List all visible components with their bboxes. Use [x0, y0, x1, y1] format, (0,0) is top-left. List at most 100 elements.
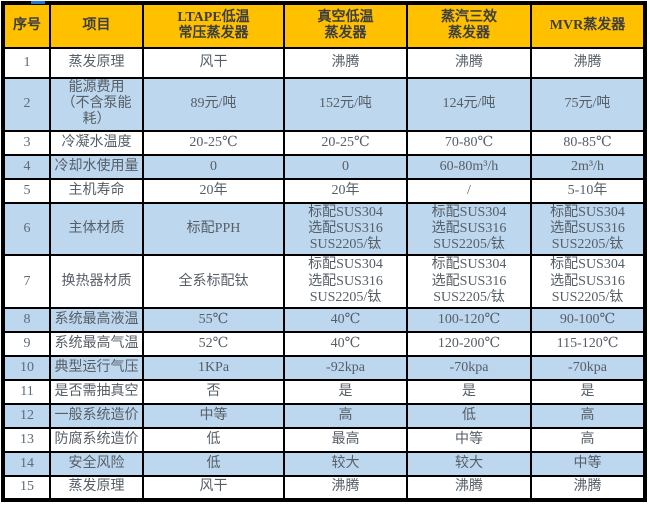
value-cell: 沸腾	[530, 475, 646, 502]
value-cell: 标配SUS304 选配SUS316 SUS2205/钛	[283, 254, 408, 310]
value-cell: 40℃	[283, 331, 408, 358]
table-row-2: 2 能源费用 （不含泵能 耗） 89元/吨 152元/吨 124元/吨 75元/吨	[2, 77, 646, 132]
table-row-11: 11 是否需抽真空否是是是	[2, 379, 646, 406]
row-number-cell: 10	[2, 355, 51, 382]
row-number-cell: 9	[2, 331, 51, 358]
value-cell: 全系标配钛	[142, 254, 285, 310]
table-row-8: 8 系统最高液温 55℃ 40℃ 100-120℃ 90-100℃	[2, 307, 646, 334]
value-cell: -70kpa	[406, 355, 532, 382]
item-cell: 安全风险	[49, 451, 144, 478]
value-cell: 1KPa	[142, 355, 285, 382]
value-cell: 标配PPH	[142, 201, 285, 257]
row-number-cell: 2	[2, 77, 51, 132]
header-row: 序号 项目 LTAPE低温 常压蒸发器 真空低温 蒸发器 蒸汽三效 蒸发器 MVR蒸发器	[2, 2, 646, 49]
row-number-cell: 5	[2, 177, 51, 204]
item-cell: 能源费用 （不含泵能 耗）	[49, 77, 144, 132]
value-cell: 低	[142, 427, 285, 454]
value-cell: 较大	[283, 451, 408, 478]
value-cell: 标配SUS304 选配SUS316 SUS2205/钛	[283, 201, 408, 257]
value-cell: 152元/吨	[283, 77, 408, 132]
value-cell: 75元/吨	[530, 77, 646, 132]
value-cell: 40℃	[283, 307, 408, 334]
value-cell: 低	[406, 403, 532, 430]
value-cell: 89元/吨	[142, 77, 285, 132]
table-row-5: 5 主机寿命 20年 20年/5-10年	[2, 177, 646, 204]
column-header-0: 序号	[2, 2, 51, 49]
row-number-cell: 8	[2, 307, 51, 334]
value-cell: 标配SUS304 选配SUS316 SUS2205/钛	[530, 201, 646, 257]
value-cell: 是	[406, 379, 532, 406]
value-cell: 沸腾	[283, 475, 408, 502]
value-cell: 否	[142, 379, 285, 406]
value-cell: 标配SUS304 选配SUS316 SUS2205/钛	[530, 254, 646, 310]
row-number-cell: 1	[2, 47, 51, 79]
value-cell: -92kpa	[283, 355, 408, 382]
value-cell: 2m³/h	[530, 153, 646, 180]
value-cell: 最高	[283, 427, 408, 454]
value-cell: 0	[283, 153, 408, 180]
item-cell: 蒸发原理	[49, 47, 144, 79]
value-cell: 是	[530, 379, 646, 406]
value-cell: 高	[283, 403, 408, 430]
value-cell: -70kpa	[530, 355, 646, 382]
value-cell: 55℃	[142, 307, 285, 334]
value-cell: 标配SUS304 选配SUS316 SUS2205/钛	[406, 254, 532, 310]
value-cell: 70-80℃	[406, 129, 532, 156]
value-cell: 中等	[142, 403, 285, 430]
table-row-14: 14 安全风险低较大 较大 中等	[2, 451, 646, 478]
item-cell: 一般系统造价	[49, 403, 144, 430]
value-cell: 20-25℃	[142, 129, 285, 156]
value-cell: 20-25℃	[283, 129, 408, 156]
value-cell: 低	[142, 451, 285, 478]
selection-artifact	[31, 1, 45, 4]
value-cell: 风干	[142, 47, 285, 79]
item-cell: 换热器材质	[49, 254, 144, 310]
row-number-cell: 11	[2, 379, 51, 406]
item-cell: 典型运行气压	[49, 355, 144, 382]
table-row-1: 1 蒸发原理 风干 沸腾 沸腾 沸腾	[2, 47, 646, 79]
value-cell: 中等	[530, 451, 646, 478]
value-cell: 沸腾	[283, 47, 408, 79]
item-cell: 主机寿命	[49, 177, 144, 204]
row-number-cell: 15	[2, 475, 51, 502]
item-cell: 蒸发原理	[49, 475, 144, 502]
table-row-13: 13 防腐系统造价低最高 中等高	[2, 427, 646, 454]
value-cell: 沸腾	[530, 47, 646, 79]
table-header: 序号 项目 LTAPE低温 常压蒸发器 真空低温 蒸发器 蒸汽三效 蒸发器 MVR蒸发器	[2, 2, 646, 49]
value-cell: 20年	[142, 177, 285, 204]
item-cell: 系统最高液温	[49, 307, 144, 334]
value-cell: 120-200℃	[406, 331, 532, 358]
column-header-4: 蒸汽三效 蒸发器	[406, 2, 532, 49]
column-header-1: 项目	[49, 2, 144, 49]
item-cell: 冷凝水温度	[49, 129, 144, 156]
value-cell: 沸腾	[406, 475, 532, 502]
value-cell: 0	[142, 153, 285, 180]
value-cell: 90-100℃	[530, 307, 646, 334]
table-row-4: 4 冷却水使用量 0 0 60-80m³/h 2m³/h	[2, 153, 646, 180]
value-cell: 较大	[406, 451, 532, 478]
value-cell: 115-120℃	[530, 331, 646, 358]
column-header-5: MVR蒸发器	[530, 2, 646, 49]
value-cell: 沸腾	[406, 47, 532, 79]
item-cell: 主体材质	[49, 201, 144, 257]
evaporator-comparison-table: 序号 项目 LTAPE低温 常压蒸发器 真空低温 蒸发器 蒸汽三效 蒸发器 MVR蒸发器 …	[1, 1, 647, 503]
table-body: 1 蒸发原理 风干 沸腾 沸腾 沸腾 2 能源费用 （不含泵能 耗） 89元/吨 152元/吨 12…	[2, 47, 646, 502]
value-cell: 100-120℃	[406, 307, 532, 334]
value-cell: 20年	[283, 177, 408, 204]
value-cell: 高	[530, 403, 646, 430]
column-header-2: LTAPE低温 常压蒸发器	[142, 2, 285, 49]
value-cell: 是	[283, 379, 408, 406]
item-cell: 冷却水使用量	[49, 153, 144, 180]
row-number-cell: 14	[2, 451, 51, 478]
row-number-cell: 4	[2, 153, 51, 180]
item-cell: 系统最高气温	[49, 331, 144, 358]
row-number-cell: 6	[2, 201, 51, 257]
table-row-10: 10 典型运行气压 1KPa -92kpa -70kpa -70kpa	[2, 355, 646, 382]
value-cell: 124元/吨	[406, 77, 532, 132]
row-number-cell: 13	[2, 427, 51, 454]
value-cell: 60-80m³/h	[406, 153, 532, 180]
table-row-12: 12 一般系统造价 中等高低高	[2, 403, 646, 430]
value-cell: 80-85℃	[530, 129, 646, 156]
value-cell: 5-10年	[530, 177, 646, 204]
